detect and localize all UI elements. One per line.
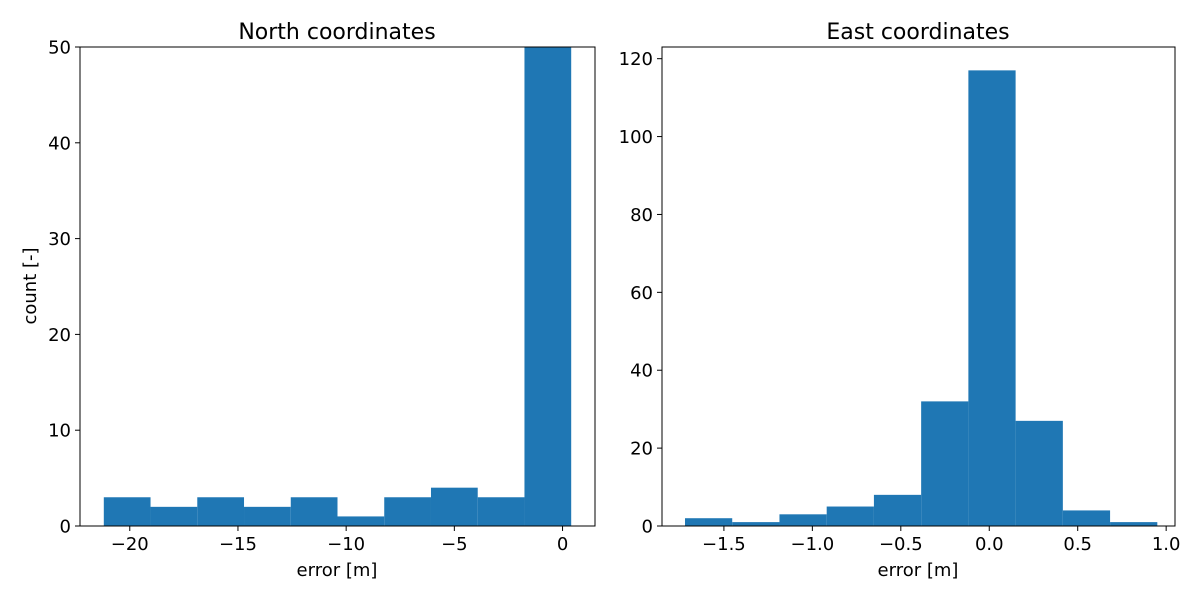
- plot-frame: [661, 46, 1176, 527]
- x-axis-label: error [m]: [297, 560, 378, 581]
- north-coordinates-histogram: North coordinates −20 −15 −10 −5 0 0 10 20 30 40…: [20, 20, 596, 581]
- y-tick-label: 80: [630, 205, 653, 226]
- histogram-bar: [1015, 420, 1063, 526]
- histogram-bar: [197, 497, 245, 526]
- y-axis-label: count [-]: [20, 247, 41, 324]
- histogram-bar: [779, 514, 827, 526]
- histogram-bar: [826, 506, 874, 526]
- histogram-bar: [384, 497, 431, 526]
- y-tick-label: 0: [642, 517, 653, 538]
- histogram-bar: [290, 497, 338, 526]
- x-axis-ticks: −20 −15 −10 −5 0: [111, 526, 568, 555]
- x-tick-label: 0: [557, 534, 568, 555]
- y-tick-label: 20: [630, 439, 653, 460]
- y-axis-ticks: 0 10 20 30 40 50: [48, 38, 80, 538]
- x-tick-label: 0.5: [1063, 534, 1092, 555]
- histogram-bar: [103, 497, 151, 526]
- y-tick-label: 0: [60, 517, 71, 538]
- bars: [103, 47, 572, 526]
- histogram-bar: [968, 70, 1016, 527]
- bars: [685, 70, 1158, 527]
- chart-title: East coordinates: [826, 20, 1009, 45]
- histogram-bar: [524, 47, 572, 526]
- y-tick-label: 40: [48, 133, 71, 154]
- x-axis-ticks: −1.5 −1.0 −0.5 0.0 0.5 1.0: [702, 526, 1180, 555]
- x-tick-label: −10: [327, 534, 365, 555]
- histogram-bar: [921, 401, 969, 526]
- y-tick-label: 10: [48, 421, 71, 442]
- histogram-bar: [1062, 510, 1111, 526]
- histogram-bar: [873, 494, 922, 526]
- x-tick-label: −1.0: [791, 534, 835, 555]
- y-tick-label: 20: [48, 325, 71, 346]
- x-tick-label: −5: [441, 534, 468, 555]
- x-tick-label: 1.0: [1152, 534, 1181, 555]
- x-tick-label: 0.0: [975, 534, 1004, 555]
- y-tick-label: 120: [619, 49, 653, 70]
- y-tick-label: 30: [48, 229, 71, 250]
- x-tick-label: −20: [111, 534, 149, 555]
- x-axis-label: error [m]: [878, 560, 959, 581]
- x-tick-label: −0.5: [879, 534, 923, 555]
- histogram-bar: [244, 506, 291, 526]
- y-tick-label: 60: [630, 283, 653, 304]
- histogram-bar: [430, 487, 478, 526]
- y-axis-ticks: 0 20 40 60 80 100 120: [619, 49, 662, 538]
- histogram-bar: [337, 516, 385, 526]
- histogram-bar: [732, 522, 780, 526]
- east-coordinates-histogram: East coordinates −1.5 −1.0 −0.5 0.0 0.5 1.0 0…: [619, 20, 1181, 581]
- histogram-bar: [150, 506, 198, 526]
- histogram-bar: [1110, 522, 1158, 526]
- y-tick-label: 40: [630, 361, 653, 382]
- x-tick-label: −15: [219, 534, 257, 555]
- x-tick-label: −1.5: [702, 534, 746, 555]
- histogram-bar: [477, 497, 525, 526]
- y-tick-label: 50: [48, 38, 71, 59]
- y-tick-label: 100: [619, 127, 653, 148]
- plot-frame: [79, 46, 596, 527]
- histogram-bar: [685, 518, 733, 526]
- chart-title: North coordinates: [238, 20, 435, 45]
